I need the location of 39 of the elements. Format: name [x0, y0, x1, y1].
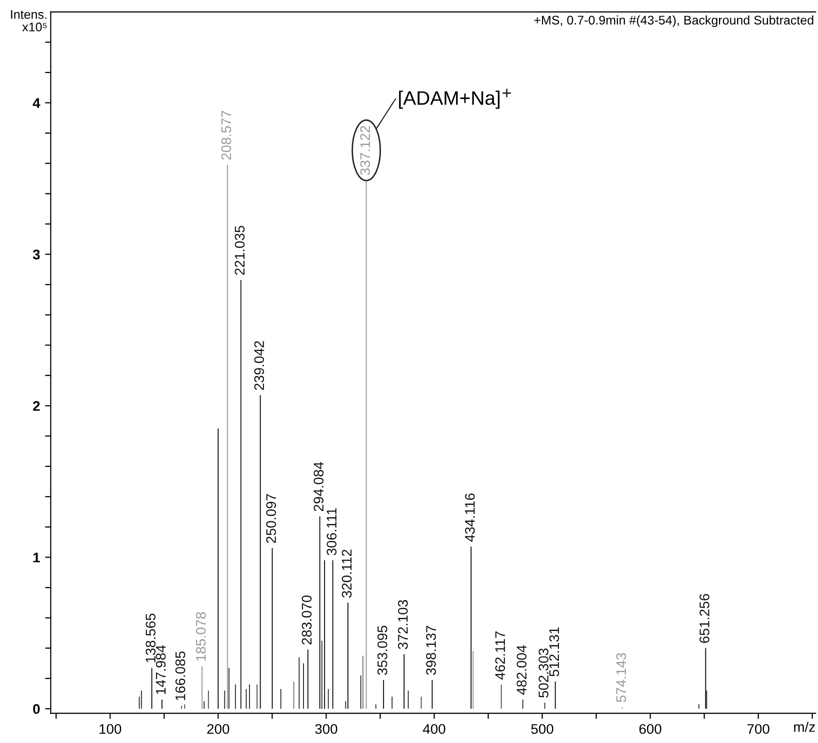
x-tick-label: 100 [100, 724, 122, 734]
annotation: 502.303 [538, 648, 548, 698]
x-tick-label: 200 [207, 724, 230, 734]
annotation: 651.256 [700, 594, 710, 643]
annotation: 221.035 [234, 226, 245, 275]
annotation: 294.084 [314, 462, 324, 512]
annotation: 462.117 [495, 631, 506, 680]
y-tick-label: 4 [32, 98, 40, 108]
annotation: 574.143 [616, 653, 626, 702]
x-tick-label: 500 [531, 724, 554, 734]
annotation: 434.116 [464, 494, 475, 542]
chart-subtitle: +MS, 0.7-0.9min #(43-54), Background Subtracted [534, 15, 814, 28]
y-axis-title: Intens. x10⁵ [11, 10, 47, 32]
y-tick-label: 2 [33, 401, 40, 411]
annotation: 353.095 [377, 626, 388, 675]
annotation: 208.577 [221, 110, 232, 160]
annotation: 398.137 [426, 626, 436, 675]
annotation: [ADAM+Na]$^{+}$ [399, 88, 512, 109]
y-tick-label: 1 [33, 552, 40, 562]
x-tick-label: 300 [315, 724, 338, 734]
annotation: 185.078 [196, 612, 206, 661]
annotation: 482.004 [516, 645, 527, 695]
x-tick-label: 700 [747, 724, 770, 734]
annotation: 306.111 [326, 508, 337, 556]
annotation: 372.103 [398, 600, 408, 650]
y-tick-label: 3 [32, 250, 40, 260]
annotation: 166.085 [175, 652, 186, 700]
annotation: 239.042 [254, 341, 264, 390]
x-tick-label: 600 [639, 724, 662, 734]
annotation: 283.070 [302, 595, 312, 644]
annotation: 512.131 [549, 627, 560, 676]
annotation: 320.112 [342, 550, 352, 598]
y-tick-label: 0 [33, 704, 40, 714]
x-axis-title: m/z [794, 722, 815, 732]
annotation: 138.565 [146, 614, 156, 662]
annotation: 337.122 [360, 126, 370, 175]
annotation: 147.984 [156, 645, 166, 694]
x-tick-label: 400 [422, 724, 446, 734]
annotation: 250.097 [266, 494, 276, 543]
